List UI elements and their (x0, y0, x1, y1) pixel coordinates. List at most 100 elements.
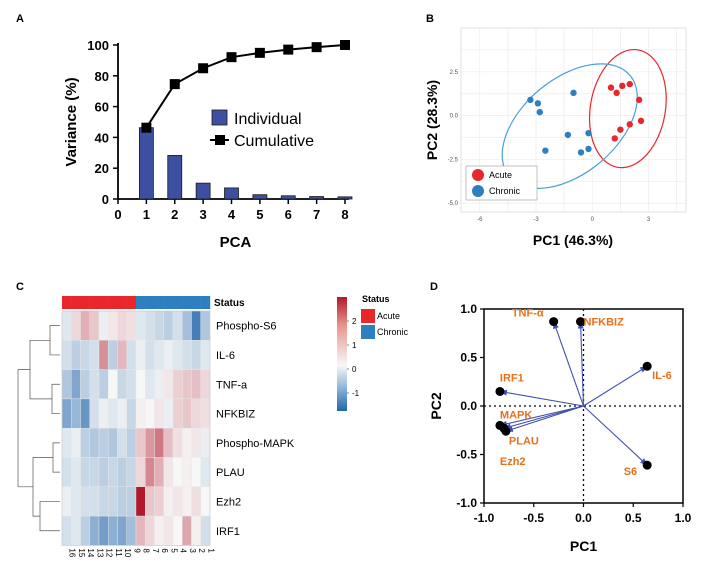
legend-label-acute: Acute (489, 170, 512, 180)
x-tick-label: 7 (313, 207, 320, 222)
column-label: 16 (68, 548, 77, 557)
heatmap-cell (80, 340, 90, 370)
column-label: 11 (114, 548, 123, 557)
loading-arrow (502, 405, 584, 430)
heatmap-cell (98, 398, 109, 429)
heatmap-cell (117, 369, 127, 400)
heatmap-cell (126, 398, 137, 429)
heatmap-cell (145, 428, 155, 458)
heatmap-cell (98, 515, 109, 546)
x-tick-label: -1.0 (474, 511, 495, 525)
heatmap-cell (172, 310, 183, 341)
dendrogram-branch (49, 325, 60, 356)
y-axis-label: Variance (%) (63, 77, 80, 166)
legend-swatch-cumulative (215, 135, 225, 145)
heatmap-cell (89, 310, 100, 341)
heatmap-cell (89, 457, 100, 487)
column-label: 3 (188, 548, 197, 553)
heatmap-cell (126, 310, 137, 341)
heatmap-cell (89, 398, 100, 429)
x-tick-label: -0.5 (523, 511, 544, 525)
heatmap-cell (145, 486, 155, 517)
heatmap-cell (117, 310, 127, 341)
heatmap-cell (200, 486, 211, 517)
heatmap-cell (191, 340, 201, 370)
heatmap-cell (98, 457, 109, 487)
heatmap-cell (71, 428, 81, 458)
color-scale-label: 2 (352, 317, 357, 326)
heatmap-cell (163, 486, 174, 517)
heatmap-cell (182, 340, 192, 370)
heatmap-cell (61, 486, 72, 517)
heatmap-cell (154, 310, 164, 341)
point-cumulative (340, 40, 350, 50)
panel-a-chart: 0 20 40 60 80 100 0 1 2 3 4 5 6 7 8 PCA Variance (%) Indi… (63, 38, 353, 251)
loading-point (576, 317, 586, 327)
heatmap-cell (135, 486, 146, 517)
bar-individual (337, 196, 353, 200)
loading-arrow (504, 405, 584, 432)
heatmap-cell (191, 486, 201, 517)
heatmap-cell (108, 486, 118, 517)
loading-point (501, 426, 511, 436)
heatmap-cell (145, 310, 155, 341)
heatmap-cell (98, 310, 109, 341)
bar-individual (280, 195, 296, 200)
x-tick-label: 5 (256, 207, 263, 222)
column-label: 12 (105, 548, 114, 557)
heatmap-cell (163, 398, 174, 429)
row-label: IRF1 (216, 526, 240, 538)
row-label: IL-6 (216, 350, 235, 362)
row-label: TNF-a (216, 379, 248, 391)
heatmap-cell (154, 486, 164, 517)
heatmap-cell (108, 515, 118, 546)
legend-swatch-acute (472, 169, 484, 181)
x-tick-label: 0 (591, 217, 595, 223)
y-tick-label: -5.0 (448, 201, 459, 207)
y-tick-label: 2.5 (450, 70, 459, 76)
dendrogram-branch (17, 369, 33, 488)
column-label: 8 (142, 548, 151, 553)
heatmap-cell (126, 486, 137, 517)
point-acute (626, 80, 633, 88)
point-cumulative (198, 63, 209, 74)
status-cell (80, 296, 90, 309)
heatmap-cell (172, 369, 183, 400)
panel-b-chart: -6 -3 0 3 -5.0 -2.5 0.0 2.5 Acute Chronic PC1 (46.… (424, 27, 687, 248)
heatmap-cell (182, 515, 192, 546)
heatmap-cell (80, 310, 90, 341)
heatmap-cell (200, 310, 211, 341)
row-label: Ezh2 (216, 496, 241, 508)
heatmap-cell (172, 428, 183, 458)
x-axis-label: PC1 (570, 538, 597, 554)
point-acute (607, 84, 615, 91)
point-cumulative (254, 47, 265, 58)
panel-letter-a: A (16, 13, 24, 25)
point-acute (626, 121, 633, 128)
column-label: 1 (206, 548, 215, 553)
x-tick-label: 3 (647, 217, 651, 223)
heatmap-cell (98, 428, 109, 458)
heatmap-cell (200, 428, 211, 458)
status-cell (145, 296, 155, 309)
status-legend-label-acute: Acute (377, 311, 400, 321)
heatmap-cell (154, 398, 164, 429)
panel-letter-c: C (16, 281, 24, 293)
heatmap-cell (108, 398, 118, 429)
x-tick-label: -6 (477, 217, 483, 223)
loading-label: PLAU (509, 435, 539, 447)
heatmap-cell (80, 428, 90, 458)
color-scale-bar (337, 297, 347, 411)
heatmap-cell (182, 310, 192, 341)
heatmap-cell (172, 340, 183, 370)
y-axis-label: PC2 (428, 392, 444, 419)
y-tick-label: 0 (102, 192, 109, 207)
heatmap-cell (126, 515, 137, 546)
bar-individual (224, 187, 239, 200)
heatmap-cell (154, 428, 164, 458)
y-tick-label: 0.0 (450, 114, 459, 120)
heatmap-cell (154, 515, 164, 546)
loading-label: NFKBIZ (584, 317, 625, 329)
heatmap-cell (71, 457, 81, 487)
